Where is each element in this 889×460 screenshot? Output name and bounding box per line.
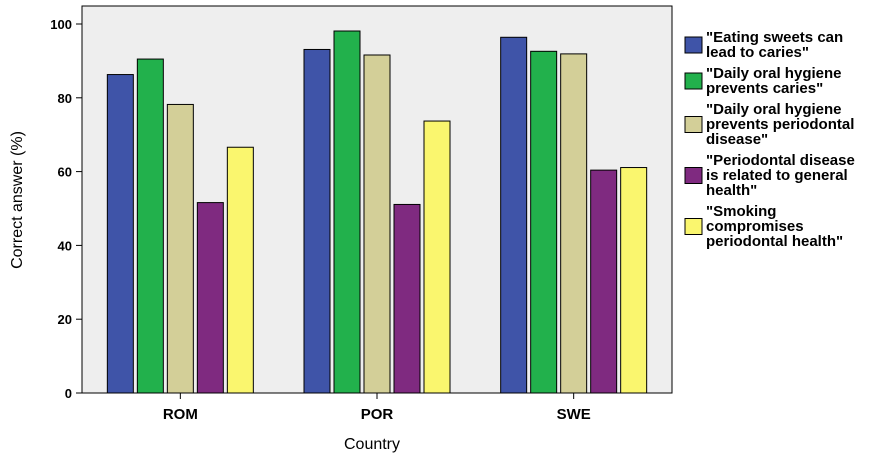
legend-label: health" bbox=[706, 182, 757, 199]
bar bbox=[590, 169, 618, 394]
legend-label: "Periodontal disease bbox=[706, 152, 855, 169]
y-tick-label: 100 bbox=[50, 17, 72, 32]
y-axis-label: Correct answer (%) bbox=[9, 131, 26, 269]
legend-swatch bbox=[684, 116, 703, 133]
x-axis-label: Country bbox=[344, 436, 400, 453]
bar bbox=[226, 146, 254, 394]
legend-label: lead to caries" bbox=[706, 44, 809, 61]
y-tick-label: 80 bbox=[58, 91, 72, 106]
bar bbox=[620, 167, 648, 394]
bar bbox=[333, 30, 361, 394]
legend-swatch bbox=[684, 218, 703, 235]
legend-label: prevents caries" bbox=[706, 80, 823, 97]
legend-label: "Daily oral hygiene bbox=[706, 65, 842, 82]
y-tick-label: 40 bbox=[58, 238, 72, 253]
legend-label: disease" bbox=[706, 131, 768, 148]
bar bbox=[166, 103, 194, 394]
bar bbox=[303, 48, 331, 394]
legend-label: "Daily oral hygiene bbox=[706, 101, 842, 118]
legend-label: is related to general bbox=[706, 167, 848, 184]
bar bbox=[196, 202, 224, 394]
bar bbox=[530, 50, 558, 394]
bar bbox=[136, 58, 164, 394]
x-tick-label: SWE bbox=[557, 406, 591, 423]
legend-label: "Smoking bbox=[706, 203, 776, 220]
legend-swatch bbox=[684, 167, 703, 184]
bar bbox=[560, 53, 588, 394]
legend-swatch bbox=[684, 36, 703, 54]
bar bbox=[500, 36, 528, 394]
x-tick-label: POR bbox=[361, 406, 394, 423]
legend-label: "Eating sweets can bbox=[706, 29, 843, 46]
legend-label: periodontal health" bbox=[706, 233, 843, 250]
y-axis: 0 20 40 60 80 100 bbox=[50, 17, 82, 401]
bar bbox=[393, 203, 421, 394]
legend-label: prevents periodontal bbox=[706, 116, 854, 133]
legend-swatch bbox=[684, 72, 703, 90]
x-tick-label: ROM bbox=[163, 406, 198, 423]
y-tick-label: 0 bbox=[65, 386, 72, 401]
bar bbox=[423, 120, 451, 394]
bar-series bbox=[106, 30, 648, 394]
y-tick-label: 60 bbox=[58, 165, 72, 180]
y-tick-label: 20 bbox=[58, 312, 72, 327]
legend-label: compromises bbox=[706, 218, 804, 235]
bar bbox=[363, 54, 391, 394]
bar bbox=[106, 74, 134, 394]
x-axis: ROM POR SWE bbox=[163, 393, 591, 423]
